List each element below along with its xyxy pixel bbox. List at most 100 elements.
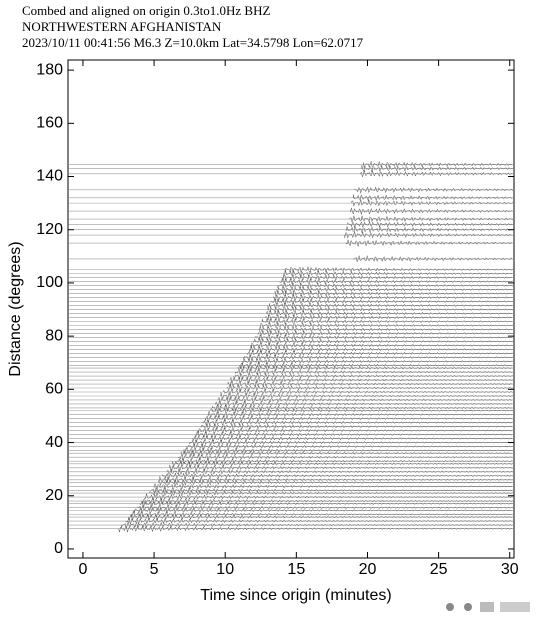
title-line: NORTHWESTERN AFGHANISTAN [22, 19, 222, 34]
trace-wiggle [264, 313, 512, 322]
x-tick-label: 30 [501, 561, 519, 578]
trace-wiggle [172, 459, 513, 468]
trace-wiggle [267, 305, 514, 314]
trace-wiggle [352, 255, 513, 263]
trace-wiggle [230, 376, 514, 385]
y-tick-label: 80 [45, 327, 63, 344]
trace-wiggle [351, 198, 513, 207]
trace-wiggle [344, 230, 513, 239]
trace-wiggle [150, 486, 513, 494]
trace-wiggle [269, 301, 513, 310]
title-line: 2023/10/11 00:41:56 M6.3 Z=10.0km Lat=34… [22, 35, 364, 50]
trace-wiggle [205, 414, 513, 423]
trace-wiggle [136, 503, 514, 512]
trace-wiggle [354, 186, 513, 194]
x-tick-label: 20 [359, 561, 377, 578]
trace-wiggle [217, 396, 513, 404]
trace-wiggle [257, 329, 513, 338]
x-tick-label: 5 [150, 561, 159, 578]
y-tick-label: 180 [36, 61, 63, 78]
trace-wiggle [139, 499, 513, 508]
trace-wiggle [169, 464, 513, 472]
trace-wiggle [345, 239, 513, 247]
trace-wiggle [266, 309, 513, 318]
trace-wiggle [186, 442, 513, 451]
trace-wiggle [118, 525, 513, 533]
trace-wiggle [270, 298, 513, 306]
trace-wiggle [162, 472, 513, 480]
x-axis-label: Time since origin (minutes) [200, 587, 391, 604]
trace-wiggle [361, 165, 513, 173]
trace-wiggle [233, 372, 513, 380]
trace-wiggle [212, 404, 513, 412]
trace-wiggle [121, 520, 513, 529]
trace-wiggle [149, 489, 513, 497]
trace-wiggle [195, 430, 513, 439]
trace-wiggle [125, 517, 513, 526]
y-tick-label: 160 [36, 115, 63, 132]
trace-wiggle [189, 438, 513, 447]
trace-wiggle [260, 321, 513, 330]
trace-wiggle [145, 493, 513, 501]
trace-wiggle [281, 273, 513, 282]
trace-wiggle [273, 293, 513, 302]
trace-wiggle [237, 364, 513, 372]
y-axis-label: Distance (degrees) [7, 241, 24, 376]
trace-wiggle [239, 361, 513, 369]
logos [446, 602, 530, 612]
y-tick-label: 20 [45, 487, 63, 504]
trace-wiggle [153, 482, 513, 490]
trace-wiggle [279, 278, 513, 286]
trace-wiggle [362, 161, 513, 169]
trace-wiggle [284, 265, 514, 274]
trace-wiggle [249, 345, 513, 354]
y-tick-label: 0 [54, 540, 63, 557]
x-tick-label: 25 [430, 561, 448, 578]
trace-wiggle [226, 384, 513, 393]
trace-wiggle [347, 220, 513, 228]
trace-wiggle [227, 380, 513, 388]
y-tick-label: 60 [45, 381, 63, 398]
trace-wiggle [128, 513, 513, 522]
trace-wiggle [234, 368, 513, 376]
trace-wiggle [276, 286, 513, 294]
trace-wiggle [183, 446, 513, 455]
trace-wiggle [159, 475, 513, 484]
trace-wiggle [220, 392, 513, 400]
y-tick-label: 100 [36, 274, 63, 291]
y-tick-label: 40 [45, 434, 63, 451]
trace-wiggle [131, 510, 513, 518]
trace-wiggle [192, 434, 513, 443]
trace-wiggle [142, 497, 513, 506]
x-tick-label: 10 [216, 561, 234, 578]
trace-wiggle [180, 449, 513, 457]
title-line: Combed and aligned on origin 0.3to1.0Hz … [22, 3, 270, 18]
trace-wiggle [133, 506, 513, 515]
trace-wiggle [207, 410, 513, 419]
trace-wiggle [246, 349, 513, 358]
trace-wiggle [253, 338, 513, 346]
trace-wiggle [214, 400, 513, 409]
x-tick-label: 0 [78, 561, 87, 578]
trace-wiggle [175, 457, 513, 466]
trace-wiggle [254, 334, 513, 342]
trace-wiggle [200, 422, 513, 431]
trace-wiggle [259, 325, 513, 334]
trace-wiggle [202, 419, 513, 427]
trace-wiggle [242, 358, 513, 366]
trace-wiggle [223, 388, 513, 396]
trace-wiggle [360, 170, 513, 178]
y-tick-label: 140 [36, 168, 63, 185]
trace-wiggle [243, 353, 513, 362]
trace-wiggle [350, 207, 513, 215]
x-tick-label: 15 [287, 561, 305, 578]
trace-wiggle [261, 318, 513, 326]
trace-wiggle [352, 193, 513, 202]
trace-wiggle [277, 282, 513, 290]
trace-wiggle [274, 289, 514, 298]
trace-wiggle [250, 341, 513, 350]
trace-wiggle [348, 215, 514, 223]
trace-wiggle [178, 453, 513, 462]
trace-wiggle [197, 427, 513, 435]
